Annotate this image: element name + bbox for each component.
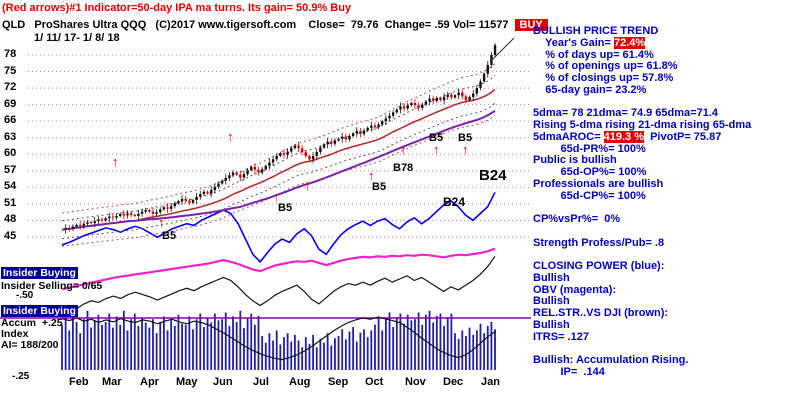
b5-signal-label: B5 [372, 181, 387, 193]
chart-title: QLD ProShares Ultra QQQ (C)2017 www.tige… [2, 19, 509, 31]
analysis-line: % of closings up= 57.8% [533, 72, 674, 84]
accum-index-label: Index [1, 328, 29, 340]
month-axis-label: Oct [365, 376, 384, 388]
price-axis-label: 48 [4, 213, 17, 226]
price-axis-label: 69 [4, 97, 17, 110]
price-axis-label: 75 [4, 64, 17, 77]
analysis-line: CP%vsPr%= 0% [533, 213, 621, 225]
buy-arrow-icon: ↑ [304, 178, 311, 193]
b5-signal-label: B5 [429, 132, 444, 144]
analysis-line: REL.STR..VS DJI (brown): [533, 307, 669, 319]
analysis-line: 65d-OP%= 100% [533, 166, 647, 178]
month-axis-label: Dec [443, 376, 464, 388]
analysis-line: Bullish: Accumulation Rising. [533, 354, 689, 366]
analysis-line: Strength Profess/Pub= .8 [533, 236, 665, 249]
analysis-line: 65-day gain= 23.2% [533, 83, 647, 96]
price-axis-label: 54 [4, 180, 17, 193]
month-axis-label: Sep [328, 376, 349, 388]
price-axis-label: 60 [4, 147, 17, 160]
indicator-banner: (Red arrows)#1 Indicator=50-day IPA ma t… [2, 2, 352, 14]
analysis-line: 65d-CP%= 100% [533, 189, 646, 202]
analysis-line: 5dma= 78 21dma= 74.9 65dma=71.4 [533, 107, 718, 120]
price-axis-label: 78 [4, 48, 17, 60]
insider-buying-label: Insider Buying [1, 267, 78, 279]
month-axis-label: Jun [213, 376, 233, 388]
price-axis-label: 57 [4, 163, 17, 176]
chart-title-row: QLD ProShares Ultra QQQ (C)2017 www.tige… [2, 19, 548, 31]
analysis-line: CLOSING POWER (blue): [533, 260, 665, 272]
month-axis-label: Apr [140, 376, 159, 388]
accum-title-label: Accum +.25 [1, 317, 63, 329]
price-axis-label: 63 [4, 130, 17, 143]
analysis-line: % of days up= 61.4% [533, 48, 654, 61]
price-axis-label: 45 [4, 229, 17, 242]
buy-signal-badge: BUY [514, 19, 548, 31]
buy-arrow-icon: ↑ [368, 168, 375, 183]
analysis-line: Bullish [533, 271, 570, 284]
accum-ai-label: AI= 188/200 [1, 339, 59, 351]
date-range: 1/ 11/ 17- 1/ 8/ 18 [34, 32, 120, 44]
scale-neg50-label: -.50 [16, 290, 34, 301]
analysis-line: Bullish [533, 318, 570, 331]
analysis-line: Public is bullish [533, 154, 617, 167]
b5-signal-label: B5 [458, 132, 473, 144]
buy-arrow-icon: ↑ [273, 189, 280, 204]
analysis-line: IP= .144 [533, 365, 605, 378]
month-axis-label: Feb [69, 376, 89, 388]
price-axis-label: 51 [4, 196, 17, 209]
analysis-line: 5dmaAROC= 419.3 % PivotP= 75.87 [533, 130, 722, 143]
b24-signal-label: B24 [479, 167, 507, 184]
month-axis-label: Jan [481, 376, 500, 388]
month-axis-label: Aug [289, 376, 311, 388]
buy-arrow-icon: ↑ [462, 142, 469, 157]
analysis-line: BULLISH PRICE TREND [533, 25, 659, 37]
month-axis-label: Jul [253, 376, 269, 388]
scale-neg25-label: -.25 [12, 371, 30, 382]
b5-signal-label: B5 [162, 230, 177, 242]
insider-buying-label: Insider Buying [1, 305, 78, 317]
analysis-line: OBV (magenta): [533, 283, 617, 296]
month-axis-label: May [176, 376, 198, 388]
analysis-line: Year's Gain= 72.4% [533, 36, 646, 49]
b78-signal-label: B78 [393, 162, 414, 174]
b24-signal-label: B24 [443, 195, 466, 209]
price-axis-label: 66 [4, 114, 17, 127]
b5-signal-label: B5 [278, 202, 293, 214]
buy-arrow-icon: ↑ [227, 129, 234, 144]
month-axis-label: Nov [405, 376, 426, 388]
analysis-line: % of openings up= 61.8% [533, 60, 678, 73]
buy-arrow-icon: ↑ [158, 215, 165, 230]
month-axis-label: Mar [102, 376, 122, 388]
analysis-line: 65d-PR%= 100% [533, 142, 646, 155]
analysis-line: Bullish [533, 295, 570, 308]
analysis-line: Professionals are bullish [533, 177, 664, 190]
price-axis-label: 72 [4, 81, 17, 94]
insider-selling-label: Insider Selling= 0/65 [1, 280, 103, 292]
buy-arrow-icon: ↑ [400, 142, 407, 157]
analysis-line: ITRS= .127 [533, 330, 589, 343]
buy-arrow-icon: ↑ [112, 154, 119, 169]
buy-arrow-icon: ↑ [433, 142, 440, 157]
analysis-line: Rising 5-dma rising 21-dma rising 65-dma [533, 119, 752, 131]
